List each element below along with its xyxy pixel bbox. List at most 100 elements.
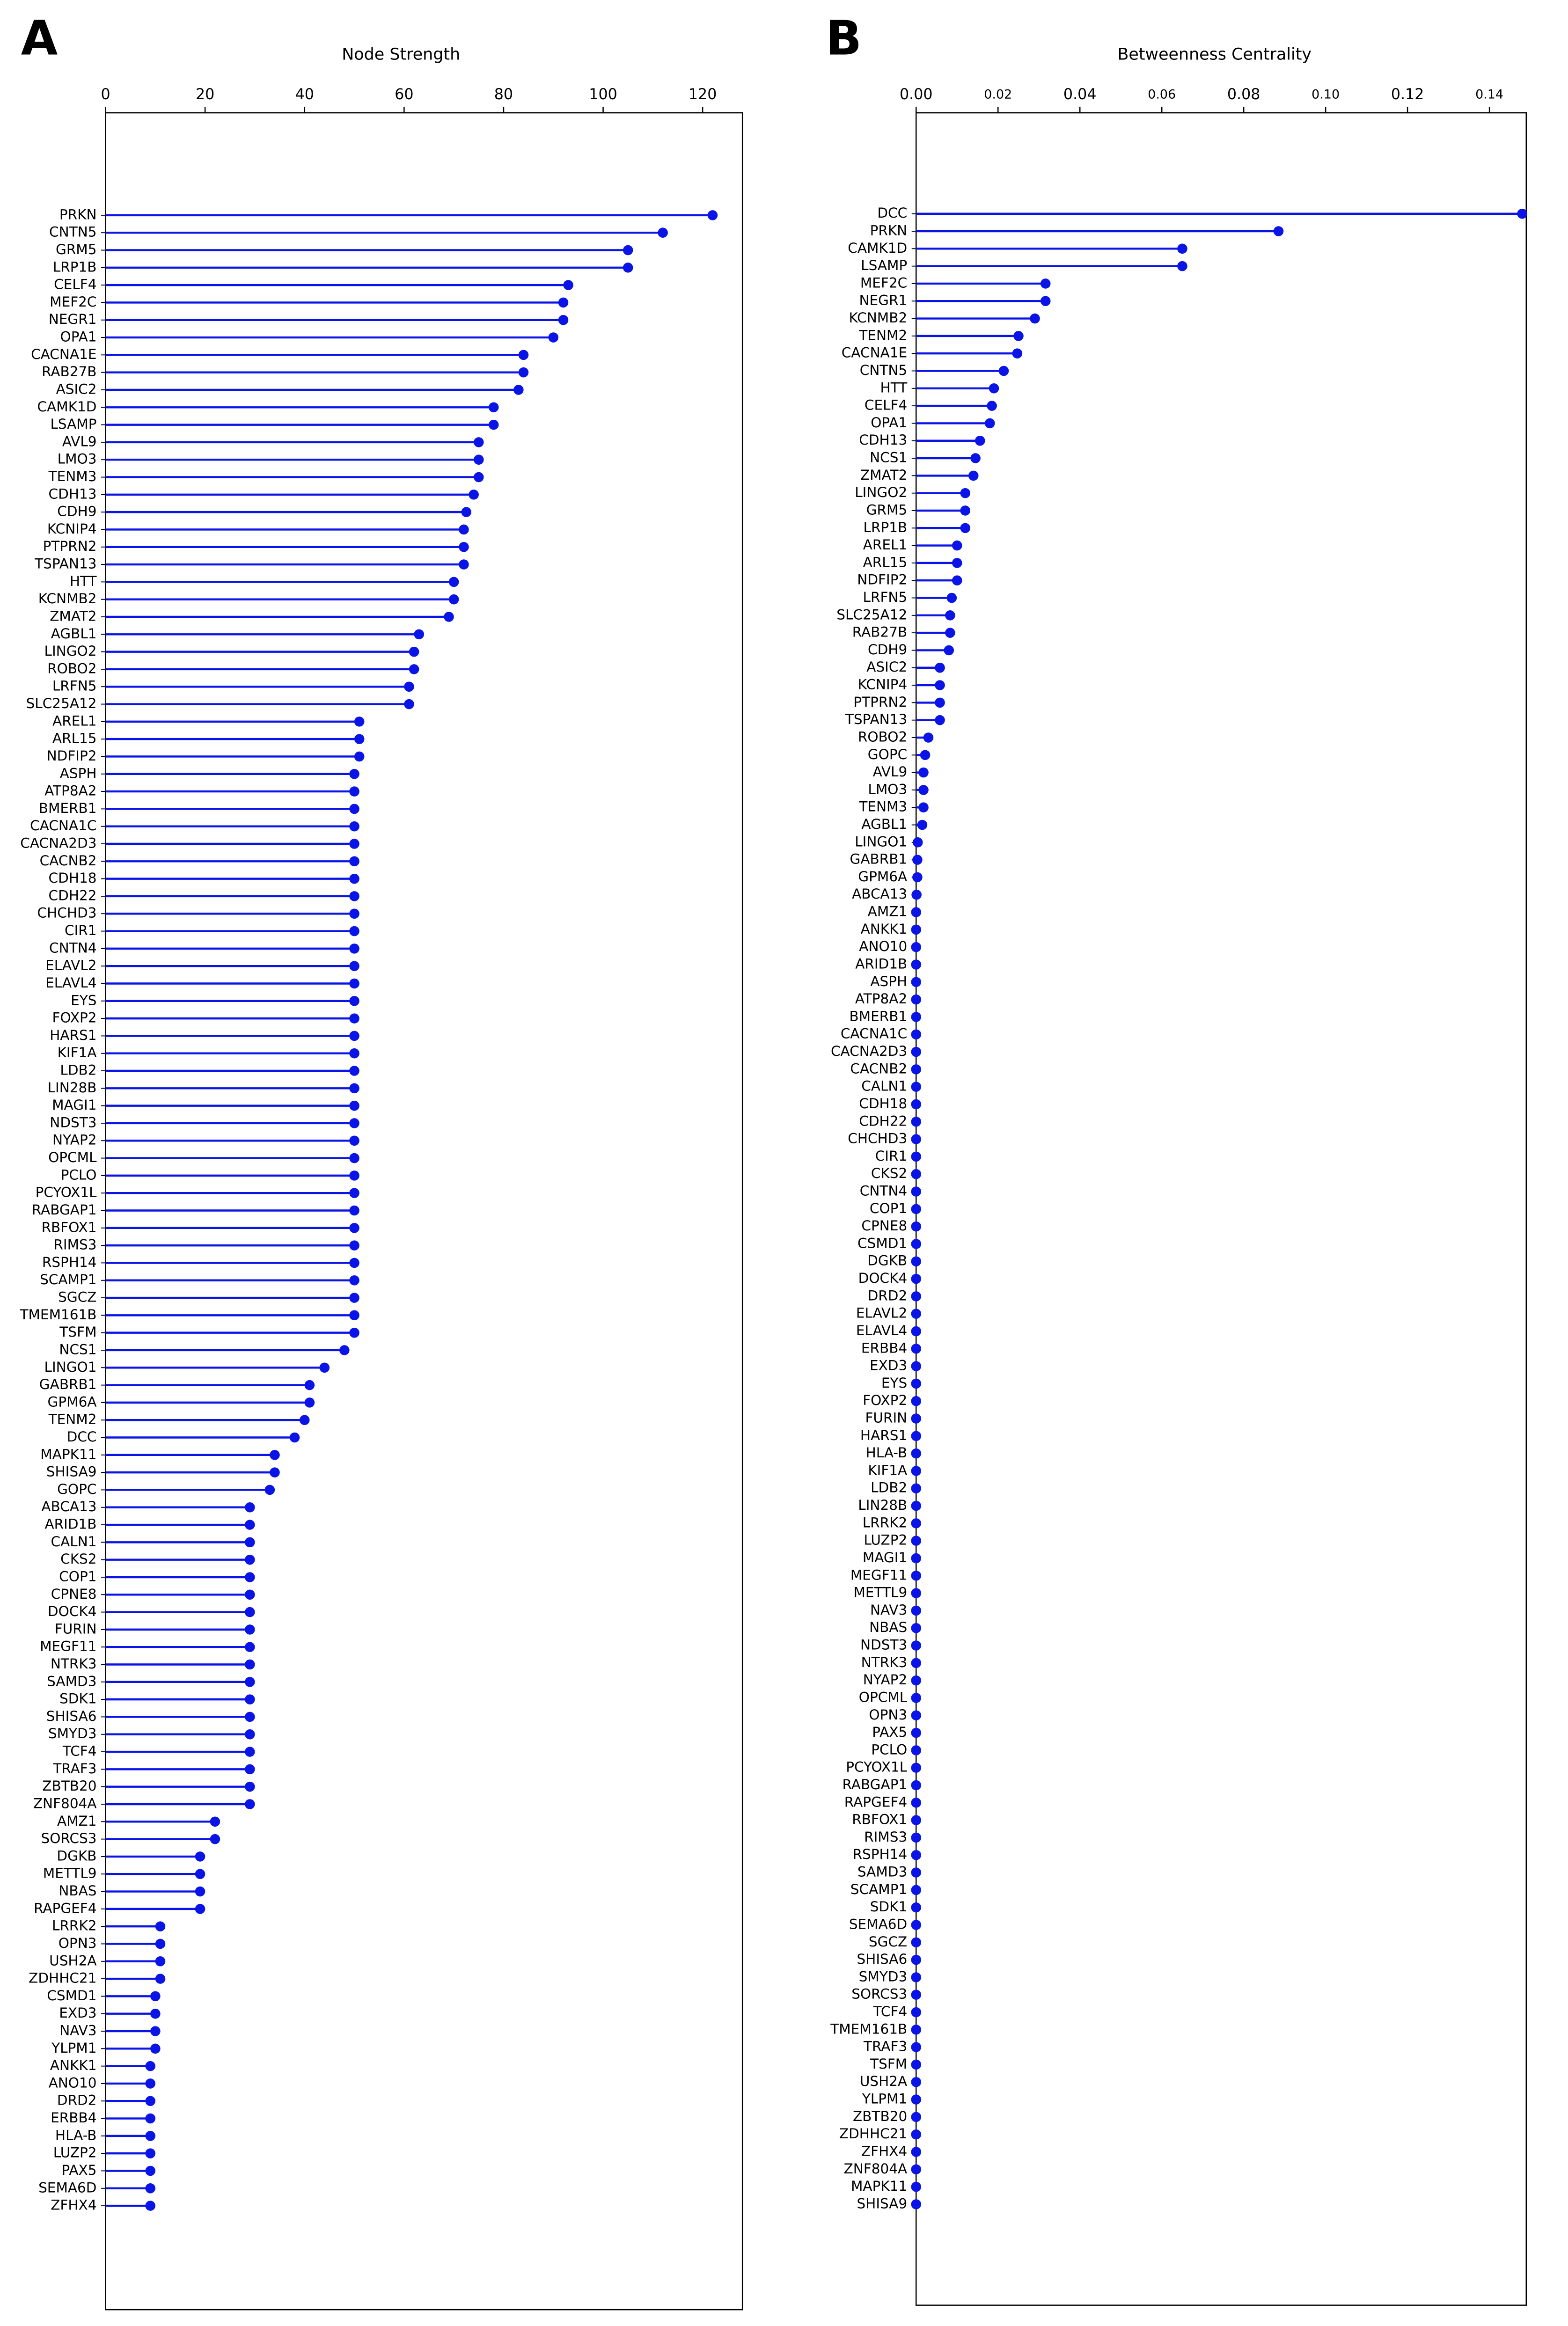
y-tick-label: TMEM161B: [19, 1307, 96, 1323]
marker: [911, 1378, 922, 1389]
y-tick-label: ASIC2: [866, 659, 907, 675]
y-tick-label: FOXP2: [863, 1392, 907, 1408]
marker: [349, 1327, 359, 1338]
y-tick-label: CDH18: [859, 1096, 907, 1112]
y-tick-label: SHISA9: [46, 1464, 97, 1480]
y-tick-label: AVL9: [62, 433, 97, 449]
y-tick-label: OPA1: [60, 329, 96, 345]
y-tick-label: DRD2: [57, 2092, 97, 2108]
marker: [349, 821, 359, 832]
y-tick-label: MEGF11: [850, 1567, 907, 1583]
y-tick-label: NBAS: [59, 1883, 96, 1899]
marker: [911, 1675, 922, 1686]
marker: [150, 2008, 161, 2019]
marker: [349, 1048, 359, 1059]
marker: [145, 2165, 156, 2176]
y-tick-label: CACNB2: [40, 853, 97, 869]
y-tick-label: NDST3: [50, 1114, 96, 1130]
marker: [354, 734, 365, 744]
marker: [349, 908, 359, 919]
marker: [319, 1362, 330, 1373]
marker: [488, 402, 499, 413]
marker: [911, 1169, 922, 1179]
y-tick-label: PRKN: [59, 206, 97, 222]
marker: [548, 332, 559, 343]
y-tick-label: CHCHD3: [37, 905, 97, 921]
y-tick-label: AREL1: [863, 537, 907, 553]
marker: [911, 1780, 922, 1791]
y-tick-label: NCS1: [870, 450, 907, 466]
x-tick-label: 60: [395, 86, 413, 103]
y-tick-label: PCLO: [871, 1741, 907, 1757]
y-tick-label: ASIC2: [56, 381, 97, 397]
marker: [195, 1869, 205, 1880]
y-tick-label: TSPAN13: [34, 556, 96, 572]
y-tick-label: GRM5: [56, 241, 97, 257]
marker: [911, 1134, 922, 1144]
marker: [349, 944, 359, 954]
y-tick-label: CSMD1: [47, 1988, 96, 2004]
y-tick-label: TENM2: [858, 327, 907, 343]
y-tick-label: AVL9: [873, 764, 908, 780]
marker: [911, 1658, 922, 1668]
marker: [952, 575, 962, 585]
marker: [911, 1972, 922, 1982]
marker: [349, 1118, 359, 1128]
marker: [911, 1204, 922, 1214]
x-tick-label: 100: [589, 86, 617, 103]
y-tick-label: DCC: [67, 1429, 97, 1445]
marker: [245, 1747, 255, 1757]
marker: [911, 1990, 922, 2000]
marker: [354, 717, 365, 727]
y-tick-label: ARL15: [863, 554, 908, 570]
y-tick-label: MAPK11: [851, 2178, 907, 2194]
y-tick-label: ZFHX4: [861, 2143, 907, 2159]
y-tick-label: AREL1: [52, 713, 96, 729]
marker: [911, 1640, 922, 1651]
marker: [911, 1099, 922, 1110]
y-tick-label: CIR1: [875, 1148, 908, 1164]
marker: [155, 1974, 166, 1984]
y-tick-label: KIF1A: [868, 1462, 907, 1478]
marker: [911, 1431, 922, 1441]
y-tick-label: MEF2C: [860, 275, 907, 291]
marker: [911, 1309, 922, 1319]
y-tick-label: METTL9: [853, 1585, 907, 1601]
marker: [145, 2201, 156, 2211]
marker: [349, 1066, 359, 1076]
y-tick-label: LMO3: [58, 451, 97, 467]
marker: [1177, 261, 1187, 271]
marker: [968, 470, 979, 481]
marker: [245, 1659, 255, 1670]
y-tick-label: DGKB: [57, 1848, 96, 1864]
marker: [952, 540, 962, 551]
marker: [349, 1258, 359, 1268]
y-tick-label: KCNIP4: [858, 677, 908, 693]
y-tick-label: LUZP2: [53, 2145, 97, 2161]
marker: [1012, 348, 1023, 358]
y-tick-label: ABCA13: [41, 1499, 96, 1514]
marker: [349, 978, 359, 989]
y-tick-label: EXD3: [59, 2005, 96, 2021]
y-tick-label: ANKK1: [861, 921, 908, 937]
marker: [245, 1729, 255, 1740]
y-tick-label: CACNA1E: [31, 346, 96, 362]
y-tick-label: LDB2: [60, 1062, 96, 1078]
y-tick-label: CNTN4: [860, 1183, 907, 1199]
marker: [414, 629, 425, 640]
marker: [349, 1310, 359, 1321]
marker: [911, 1623, 922, 1633]
y-tick-label: LMO3: [868, 781, 907, 797]
marker: [289, 1432, 300, 1443]
marker: [911, 2129, 922, 2140]
y-tick-label: RAB27B: [42, 364, 96, 380]
y-tick-label: EYS: [71, 992, 96, 1008]
marker: [563, 280, 573, 290]
marker: [145, 2061, 156, 2071]
marker: [911, 1867, 922, 1878]
marker: [558, 315, 569, 325]
x-tick-label: 0.10: [1312, 87, 1340, 102]
y-tick-label: TMEM161B: [830, 2021, 907, 2037]
marker: [404, 699, 414, 710]
y-tick-label: DCC: [877, 205, 907, 221]
